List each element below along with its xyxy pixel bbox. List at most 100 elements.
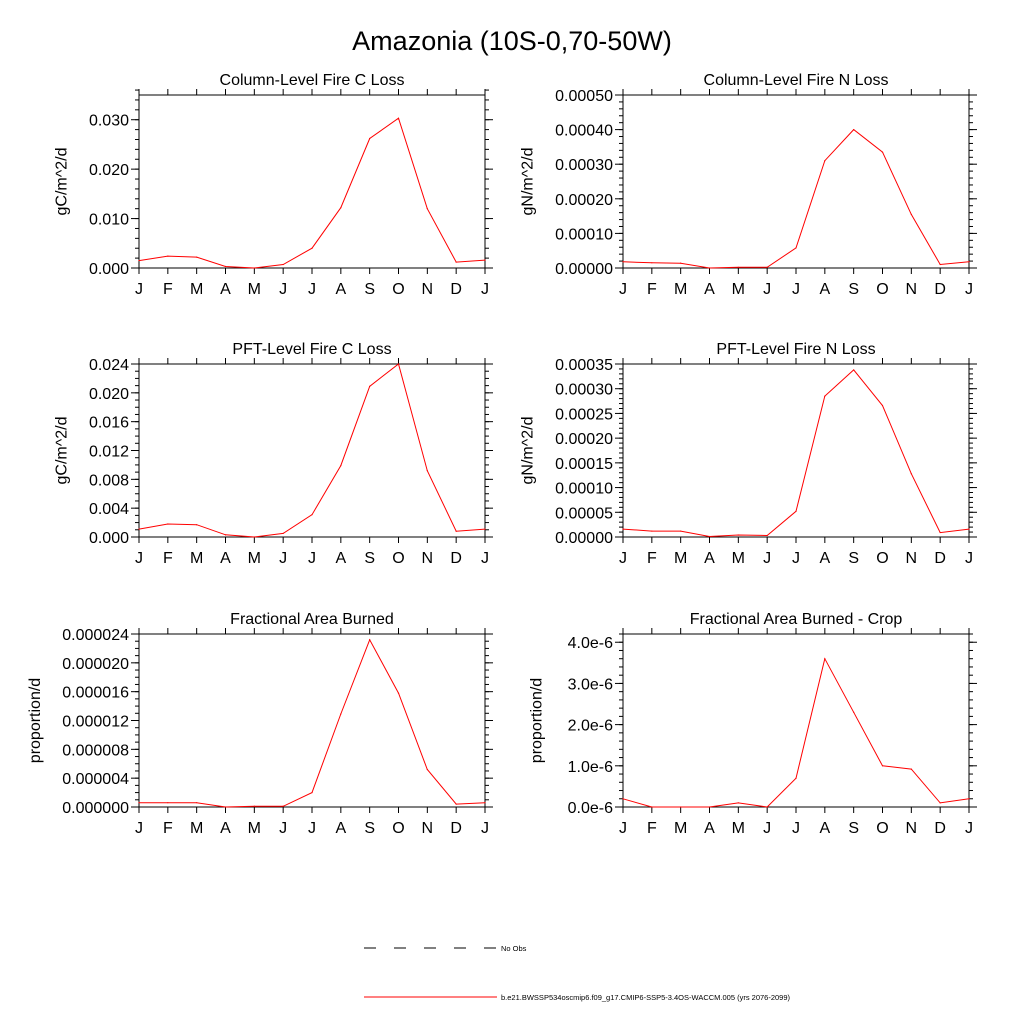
x-tick-label: J: [279, 281, 287, 298]
series-line: [138, 117, 486, 269]
x-tick-label: O: [392, 281, 404, 298]
y-tick-label: 0.00030: [555, 157, 613, 174]
y-tick-label: 0.00000: [555, 530, 613, 547]
x-tick-label: A: [335, 281, 346, 298]
data-point: [795, 510, 797, 512]
data-point: [253, 805, 255, 807]
panel-title: PFT-Level Fire C Loss: [232, 341, 391, 358]
x-tick-label: J: [308, 281, 316, 298]
x-tick-label: F: [647, 820, 657, 837]
x-tick-label: D: [450, 550, 462, 567]
data-point: [369, 385, 371, 387]
data-point: [484, 259, 486, 261]
x-tick-label: F: [647, 281, 657, 298]
x-tick-label: M: [190, 820, 203, 837]
data-point: [680, 262, 682, 264]
x-tick-label: N: [906, 820, 918, 837]
panel-4: J F M A M J J A S O N D J0.000000.000050.000100.0001…: [520, 341, 977, 567]
y-axis-label: gN/m^2/d: [520, 417, 537, 485]
panel-2: J F M A M J J A S O N D J0.000000.000100.000200.0003…: [520, 72, 977, 298]
y-tick-label: 0.000020: [62, 656, 129, 673]
data-point: [968, 261, 970, 263]
data-point: [968, 798, 970, 800]
x-tick-label: J: [965, 281, 973, 298]
x-tick-label: A: [335, 550, 346, 567]
data-point: [340, 713, 342, 715]
data-point: [455, 803, 457, 805]
x-tick-label: N: [906, 281, 918, 298]
y-axis-label: gC/m^2/d: [54, 417, 71, 485]
x-tick-label: M: [248, 820, 261, 837]
panel-1: J F M A M J J A S O N D J0.0000.0100.0200.030Column-…: [54, 72, 493, 298]
data-point: [196, 524, 198, 526]
y-tick-label: 0.00010: [555, 226, 613, 243]
y-tick-label: 0.000004: [62, 771, 129, 788]
data-point: [397, 117, 400, 119]
x-tick-label: J: [763, 820, 771, 837]
data-point: [340, 207, 342, 209]
data-point: [196, 802, 198, 804]
data-point: [311, 514, 313, 516]
y-tick-label: 0.000: [89, 530, 129, 547]
panel-3: J F M A M J J A S O N D J0.0000.0040.0080.0120.0160.…: [54, 341, 493, 567]
data-point: [253, 267, 255, 269]
x-tick-label: A: [704, 281, 715, 298]
x-tick-label: F: [163, 281, 173, 298]
data-point: [708, 806, 711, 808]
y-tick-label: 0.00020: [555, 192, 613, 209]
x-tick-label: J: [763, 550, 771, 567]
data-point: [795, 247, 797, 249]
x-tick-label: J: [792, 281, 800, 298]
data-point: [708, 535, 711, 538]
x-tick-label: O: [876, 550, 888, 567]
x-tick-label: S: [364, 550, 375, 567]
x-tick-label: F: [647, 550, 657, 567]
x-tick-label: D: [934, 550, 946, 567]
x-tick-label: J: [308, 820, 316, 837]
x-tick-label: N: [906, 550, 918, 567]
data-point: [397, 363, 400, 365]
y-tick-label: 0.000016: [62, 685, 129, 702]
x-tick-label: S: [848, 550, 859, 567]
x-tick-label: J: [619, 820, 627, 837]
series-line: [622, 657, 970, 808]
data-point: [853, 369, 855, 371]
series-line: [622, 128, 970, 269]
x-tick-label: M: [248, 281, 261, 298]
data-point: [369, 137, 371, 140]
y-tick-label: 0.012: [89, 444, 129, 461]
x-tick-label: A: [220, 550, 231, 567]
x-tick-label: M: [190, 550, 203, 567]
x-tick-label: A: [220, 281, 231, 298]
data-point: [737, 534, 739, 536]
x-tick-label: O: [392, 550, 404, 567]
x-tick-label: J: [792, 550, 800, 567]
data-point: [224, 265, 227, 268]
x-tick-label: D: [934, 281, 946, 298]
x-tick-label: F: [163, 820, 173, 837]
y-tick-label: 0.00050: [555, 88, 613, 105]
x-tick-label: F: [163, 550, 173, 567]
x-tick-label: D: [934, 820, 946, 837]
y-tick-label: 0.0e-6: [568, 800, 613, 817]
data-point: [622, 261, 624, 263]
y-axis-label: proportion/d: [27, 678, 44, 763]
data-point: [138, 259, 140, 262]
data-point: [622, 528, 624, 530]
x-tick-label: N: [422, 281, 434, 298]
x-tick-label: J: [135, 550, 143, 567]
data-point: [253, 536, 255, 538]
y-tick-label: 1.0e-6: [568, 759, 613, 776]
x-tick-label: S: [848, 820, 859, 837]
plot-frame: [622, 633, 970, 808]
x-tick-label: O: [392, 820, 404, 837]
y-tick-label: 0.00040: [555, 123, 613, 140]
x-tick-label: M: [190, 281, 203, 298]
y-axis-label: gN/m^2/d: [520, 148, 537, 216]
x-tick-label: S: [364, 281, 375, 298]
data-point: [795, 777, 797, 779]
y-tick-label: 0.00005: [555, 505, 613, 522]
data-point: [824, 395, 826, 397]
data-point: [853, 711, 855, 713]
y-tick-label: 0.00025: [555, 406, 613, 423]
